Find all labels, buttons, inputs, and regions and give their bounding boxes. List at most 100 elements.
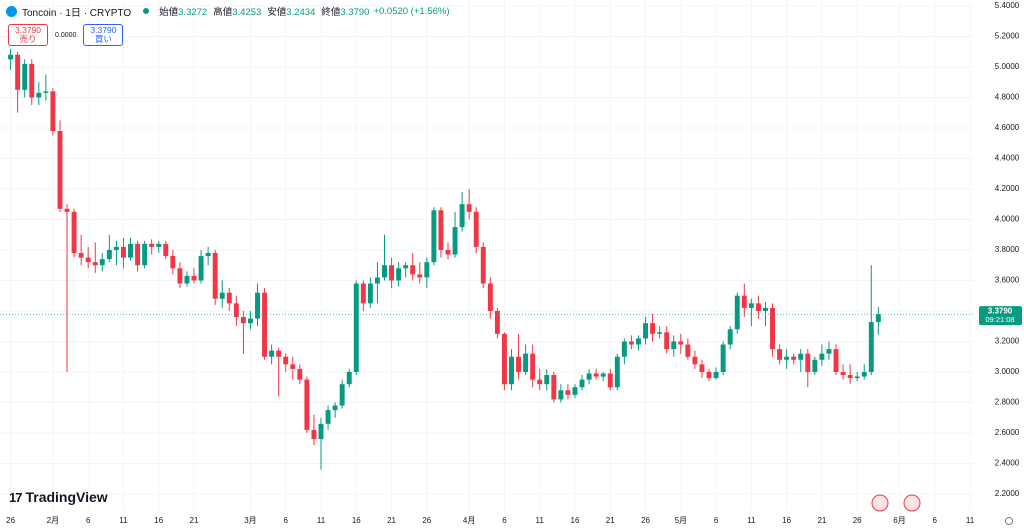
candle-body [614,356,620,388]
y-tick-label: 3.6000 [995,276,1020,285]
ohlc-item: 高値3.4253 [213,4,263,18]
candle-body [374,277,380,284]
candle-body [755,303,761,311]
candle-body [120,246,126,258]
candle-body [36,92,42,98]
candle-body [537,379,543,385]
x-tick-label: 21 [387,516,396,525]
sell-price: 3.3790 [15,25,41,35]
spread: 0.0000 [55,31,77,39]
candle-body [396,268,402,281]
candle-body [318,423,324,440]
x-tick-label: 6月 [893,516,905,525]
candle-body [43,91,49,93]
symbol-title[interactable]: Toncoin · 1日 · CRYPTO [22,7,132,19]
candle-body [826,349,832,354]
candle-body [692,356,698,365]
y-tick-label: 3.2000 [995,337,1020,346]
x-tick-label: 26 [6,516,15,525]
symbol-logo [6,5,17,17]
candle-body [50,91,56,132]
candle-body [805,353,811,372]
countdown: 09:21:08 [985,315,1014,324]
x-tick-label: 5月 [675,516,687,525]
candle-body [621,341,627,357]
candle-body [389,265,395,281]
candle-body [382,265,387,278]
y-tick-label: 3.8000 [995,245,1020,254]
candle-body [283,356,289,365]
candle-body [269,350,275,357]
y-tick-label: 2.6000 [995,428,1020,437]
candle-body [353,283,359,372]
candle-body [466,204,472,212]
candle-body [99,259,105,266]
candle-body [142,243,148,266]
candle-body [304,379,310,430]
x-tick-label: 4月 [463,516,475,525]
ohlc-key: 高値 [213,7,233,18]
candle-body [135,243,141,266]
ohlc-item: 終値3.3790 [321,4,371,18]
sell-button[interactable]: 3.3790 売り [8,24,48,46]
x-tick-label: 6 [502,516,507,525]
candle-body [240,317,246,324]
y-tick-label: 4.2000 [995,184,1020,193]
x-tick-label: 11 [747,516,756,525]
candle-body [170,256,176,269]
price-label-box [979,306,1022,326]
candle-body [523,353,529,372]
candle-body [494,310,500,334]
x-tick-label: 16 [352,516,361,525]
candle-body [607,373,613,388]
y-tick-label: 4.4000 [995,154,1020,163]
symbol-header: Toncoin · 1日 · CRYPTO 始値3.3272 高値3.4253 安値… [6,3,450,19]
candle-body [840,371,846,376]
y-tick-label: 2.2000 [995,489,1020,498]
candle-body [636,338,641,345]
ohlc-value: 3.4253 [232,7,262,18]
event-icon [903,494,921,512]
candle-body [628,341,634,345]
candle-body [431,210,437,263]
x-tick-label: 21 [817,516,826,525]
price-label: 3.3790 [988,306,1013,315]
candle-body [212,253,218,299]
x-tick-label: 11 [536,516,545,525]
x-tick-label: 16 [154,516,163,525]
y-tick-label: 5.0000 [995,62,1020,71]
candle-body [297,368,303,380]
ohlc-key: 始値 [159,7,179,18]
candle-body [255,292,260,319]
candle-body [445,249,451,255]
candle-body [572,387,578,395]
candle-body [29,63,35,98]
candle-body [784,356,790,360]
candle-body [177,268,183,284]
candle-body [727,329,733,345]
candle-body [332,405,338,411]
candle-body [706,371,712,379]
x-tick-label: 16 [782,516,791,525]
y-tick-label: 4.0000 [995,215,1020,224]
candle-body [734,295,740,330]
candle-body [579,379,585,388]
price-change: +0.0520 (+1.56%) [373,5,450,17]
ohlc-value: 3.3790 [340,7,370,18]
candle-body [113,246,119,250]
x-tick-label: 26 [641,516,650,525]
brand-text: TradingView [25,489,108,505]
candle-body [643,323,649,339]
y-tick-label: 5.4000 [995,1,1020,10]
candle-body [92,262,98,266]
x-tick-label: 21 [190,516,199,525]
candle-body [791,356,797,360]
buy-button[interactable]: 3.3790 買い [83,24,124,46]
candle-body [459,204,465,228]
candle-body [516,356,522,372]
candle-body [346,371,352,385]
candle-body [417,274,423,278]
brand-logo[interactable]: 17 TradingView [9,489,108,505]
